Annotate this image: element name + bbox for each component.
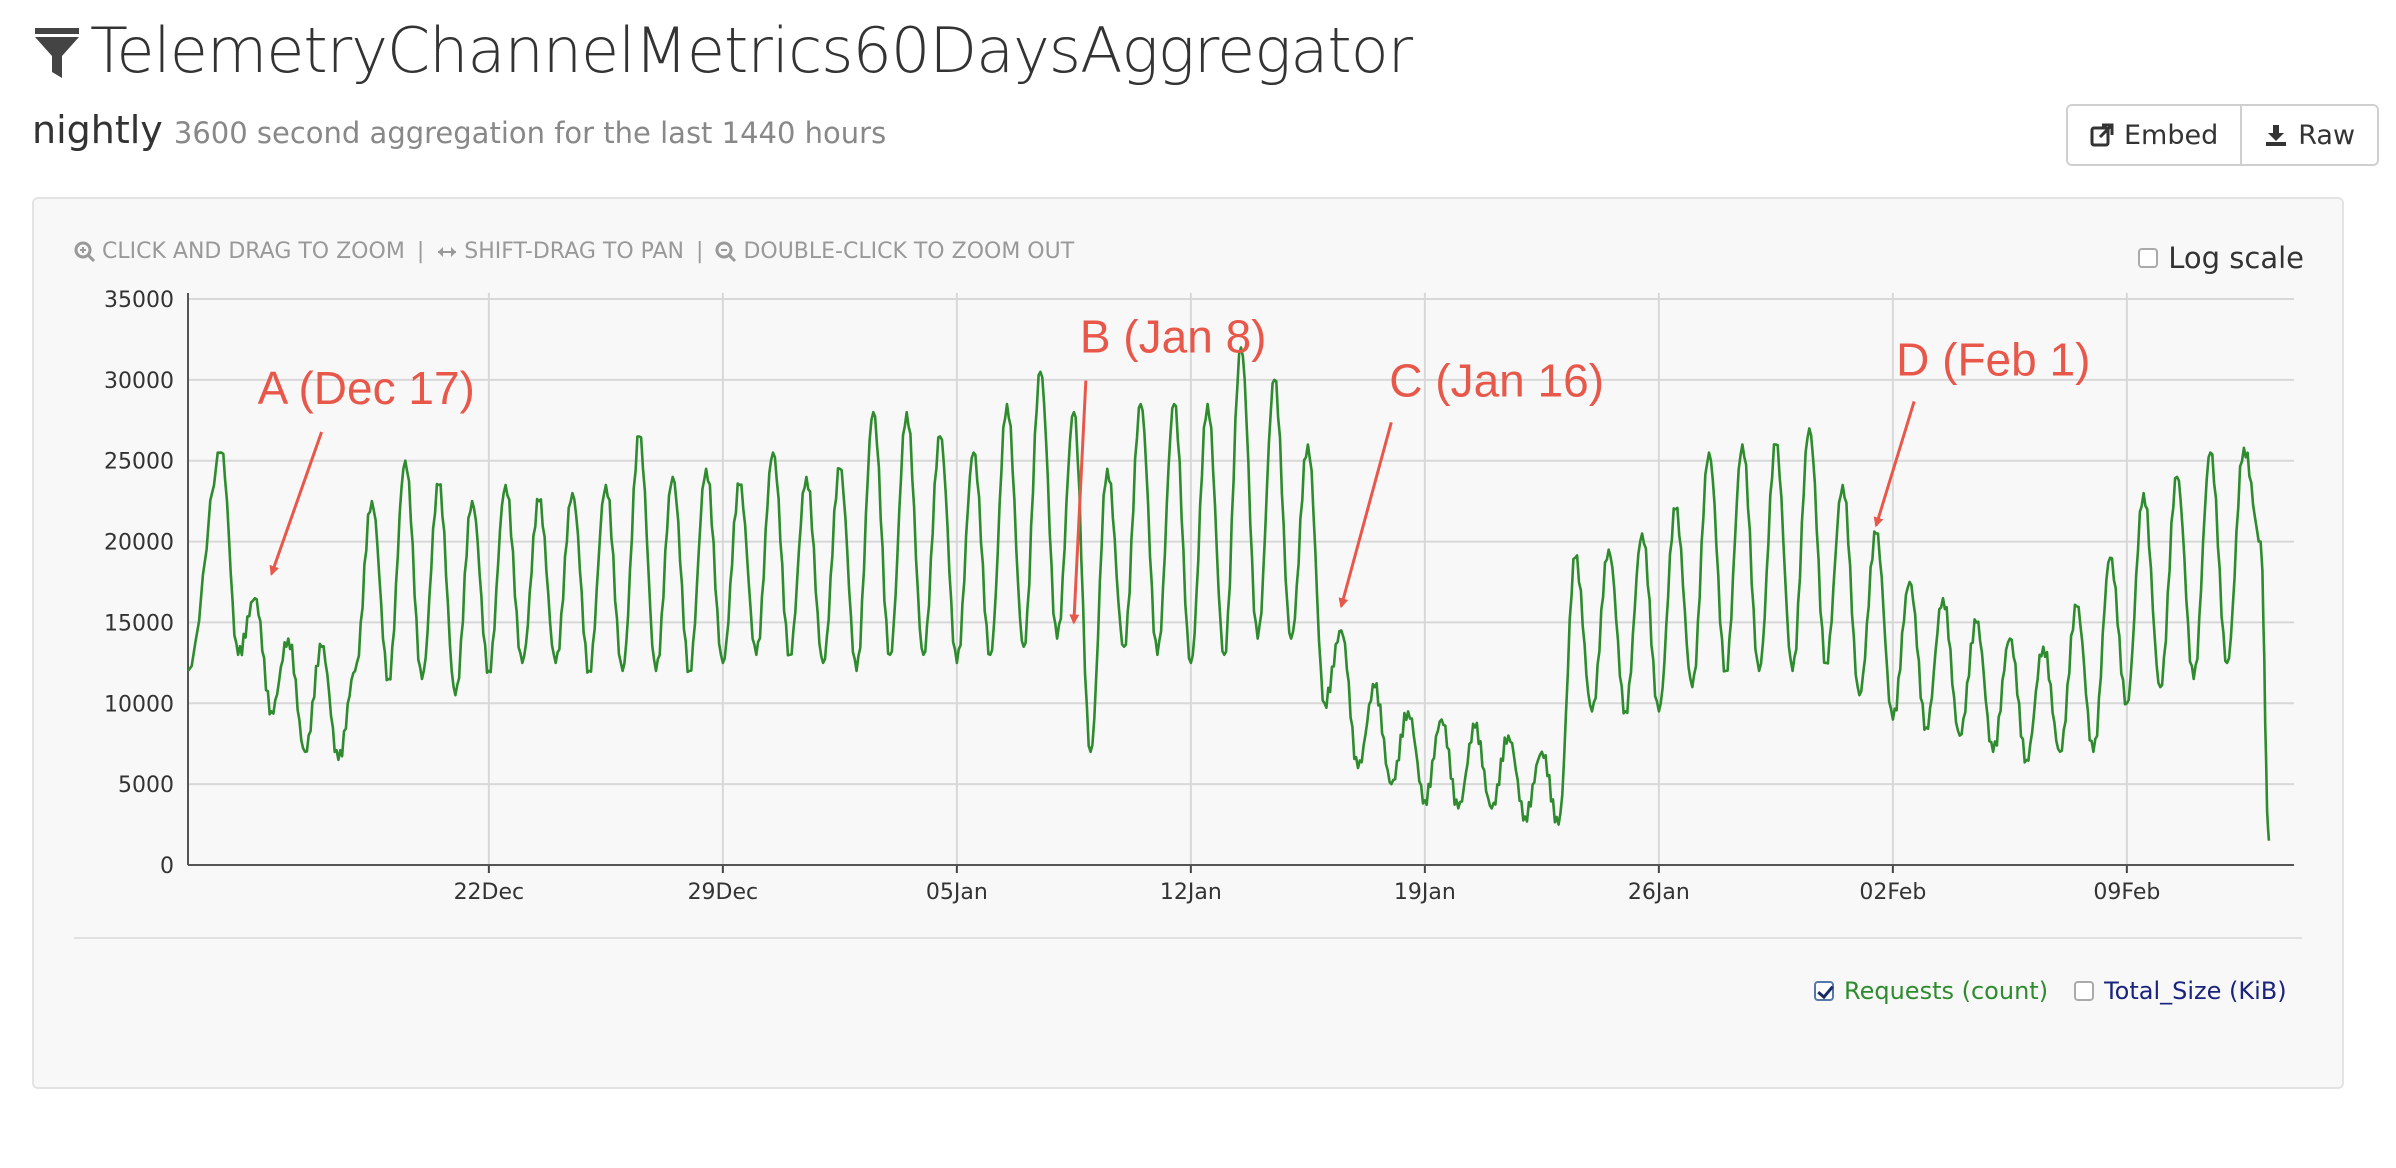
log-scale-toggle[interactable]: Log scale — [2138, 241, 2304, 275]
x-tick-label: 12Jan — [1160, 880, 1222, 905]
x-tick-label: 02Feb — [1859, 880, 1926, 905]
raw-button[interactable]: Raw — [2240, 106, 2378, 164]
y-tick-label: 30000 — [104, 369, 174, 394]
zoomout-help: DOUBLE-CLICK TO ZOOM OUT — [743, 239, 1075, 264]
annotation-label: C (Jan 16) — [1389, 354, 1604, 406]
legend-label-total-size: Total_Size (KiB) — [2104, 977, 2287, 1005]
annotation-arrow — [1069, 380, 1088, 625]
zoom-in-icon — [74, 241, 96, 262]
legend-checkbox-total-size[interactable] — [2074, 981, 2095, 1001]
chart-panel: CLICK AND DRAG TO ZOOM | SHIFT-DRAG TO P… — [32, 197, 2344, 1089]
annotation-arrow — [1873, 401, 1916, 528]
legend-checkbox-requests[interactable] — [1814, 981, 1834, 1001]
legend-item-requests[interactable]: Requests (count) — [1814, 977, 2048, 1005]
chart-help-text: CLICK AND DRAG TO ZOOM | SHIFT-DRAG TO P… — [74, 239, 1074, 264]
series-legend: Requests (count) Total_Size (KiB) — [1814, 977, 2287, 1005]
subtitle: nightly 3600 second aggregation for the … — [32, 108, 886, 152]
help-separator: | — [696, 239, 704, 264]
log-scale-label: Log scale — [2168, 241, 2304, 275]
help-separator: | — [416, 239, 425, 264]
embed-button[interactable]: Embed — [2068, 106, 2241, 164]
aggregation-description: 3600 second aggregation for the last 144… — [173, 116, 887, 150]
series-line-requests — [186, 346, 2271, 841]
x-tick-label: 09Feb — [2093, 880, 2160, 905]
annotation-label: B (Jan 8) — [1080, 311, 1267, 363]
x-tick-label: 29Dec — [688, 880, 759, 905]
y-tick-label: 35000 — [104, 288, 174, 313]
x-tick-label: 22Dec — [454, 880, 525, 905]
y-tick-label: 10000 — [104, 692, 174, 717]
aggregator-name: nightly — [32, 108, 163, 152]
filter-icon — [35, 28, 79, 78]
external-link-icon — [2090, 123, 2114, 147]
zoom-out-icon — [715, 241, 737, 262]
annotation-arrow — [1338, 421, 1393, 609]
y-tick-label: 25000 — [104, 450, 174, 475]
x-tick-label: 19Jan — [1394, 880, 1456, 905]
divider — [74, 937, 2302, 939]
x-tick-label: 05Jan — [926, 880, 988, 905]
y-tick-label: 5000 — [118, 773, 174, 798]
page-title: TelemetryChannelMetrics60DaysAggregator — [90, 14, 1413, 87]
arrows-horizontal-icon — [438, 246, 457, 257]
y-tick-label: 0 — [160, 854, 174, 879]
legend-label-requests: Requests (count) — [1844, 977, 2049, 1005]
embed-label: Embed — [2124, 119, 2219, 151]
zoom-help: CLICK AND DRAG TO ZOOM — [102, 239, 405, 264]
annotation-label: D (Feb 1) — [1896, 333, 2090, 385]
log-scale-checkbox[interactable] — [2138, 248, 2159, 268]
annotation-label: A (Dec 17) — [258, 362, 475, 414]
annotation-arrow — [269, 431, 323, 576]
x-tick-label: 26Jan — [1628, 880, 1690, 905]
y-tick-label: 20000 — [104, 531, 174, 556]
download-icon — [2266, 125, 2287, 146]
legend-item-total-size[interactable]: Total_Size (KiB) — [2074, 977, 2287, 1005]
export-button-group: Embed Raw — [2066, 104, 2380, 166]
header: TelemetryChannelMetrics60DaysAggregator … — [0, 0, 2396, 190]
pan-help: SHIFT-DRAG TO PAN — [464, 239, 685, 264]
y-tick-label: 15000 — [104, 611, 174, 636]
raw-label: Raw — [2298, 119, 2356, 151]
requests-line-chart[interactable]: 0 5000 10000 15000 20000 25000 30000 35000 22Dec… — [34, 199, 2342, 939]
